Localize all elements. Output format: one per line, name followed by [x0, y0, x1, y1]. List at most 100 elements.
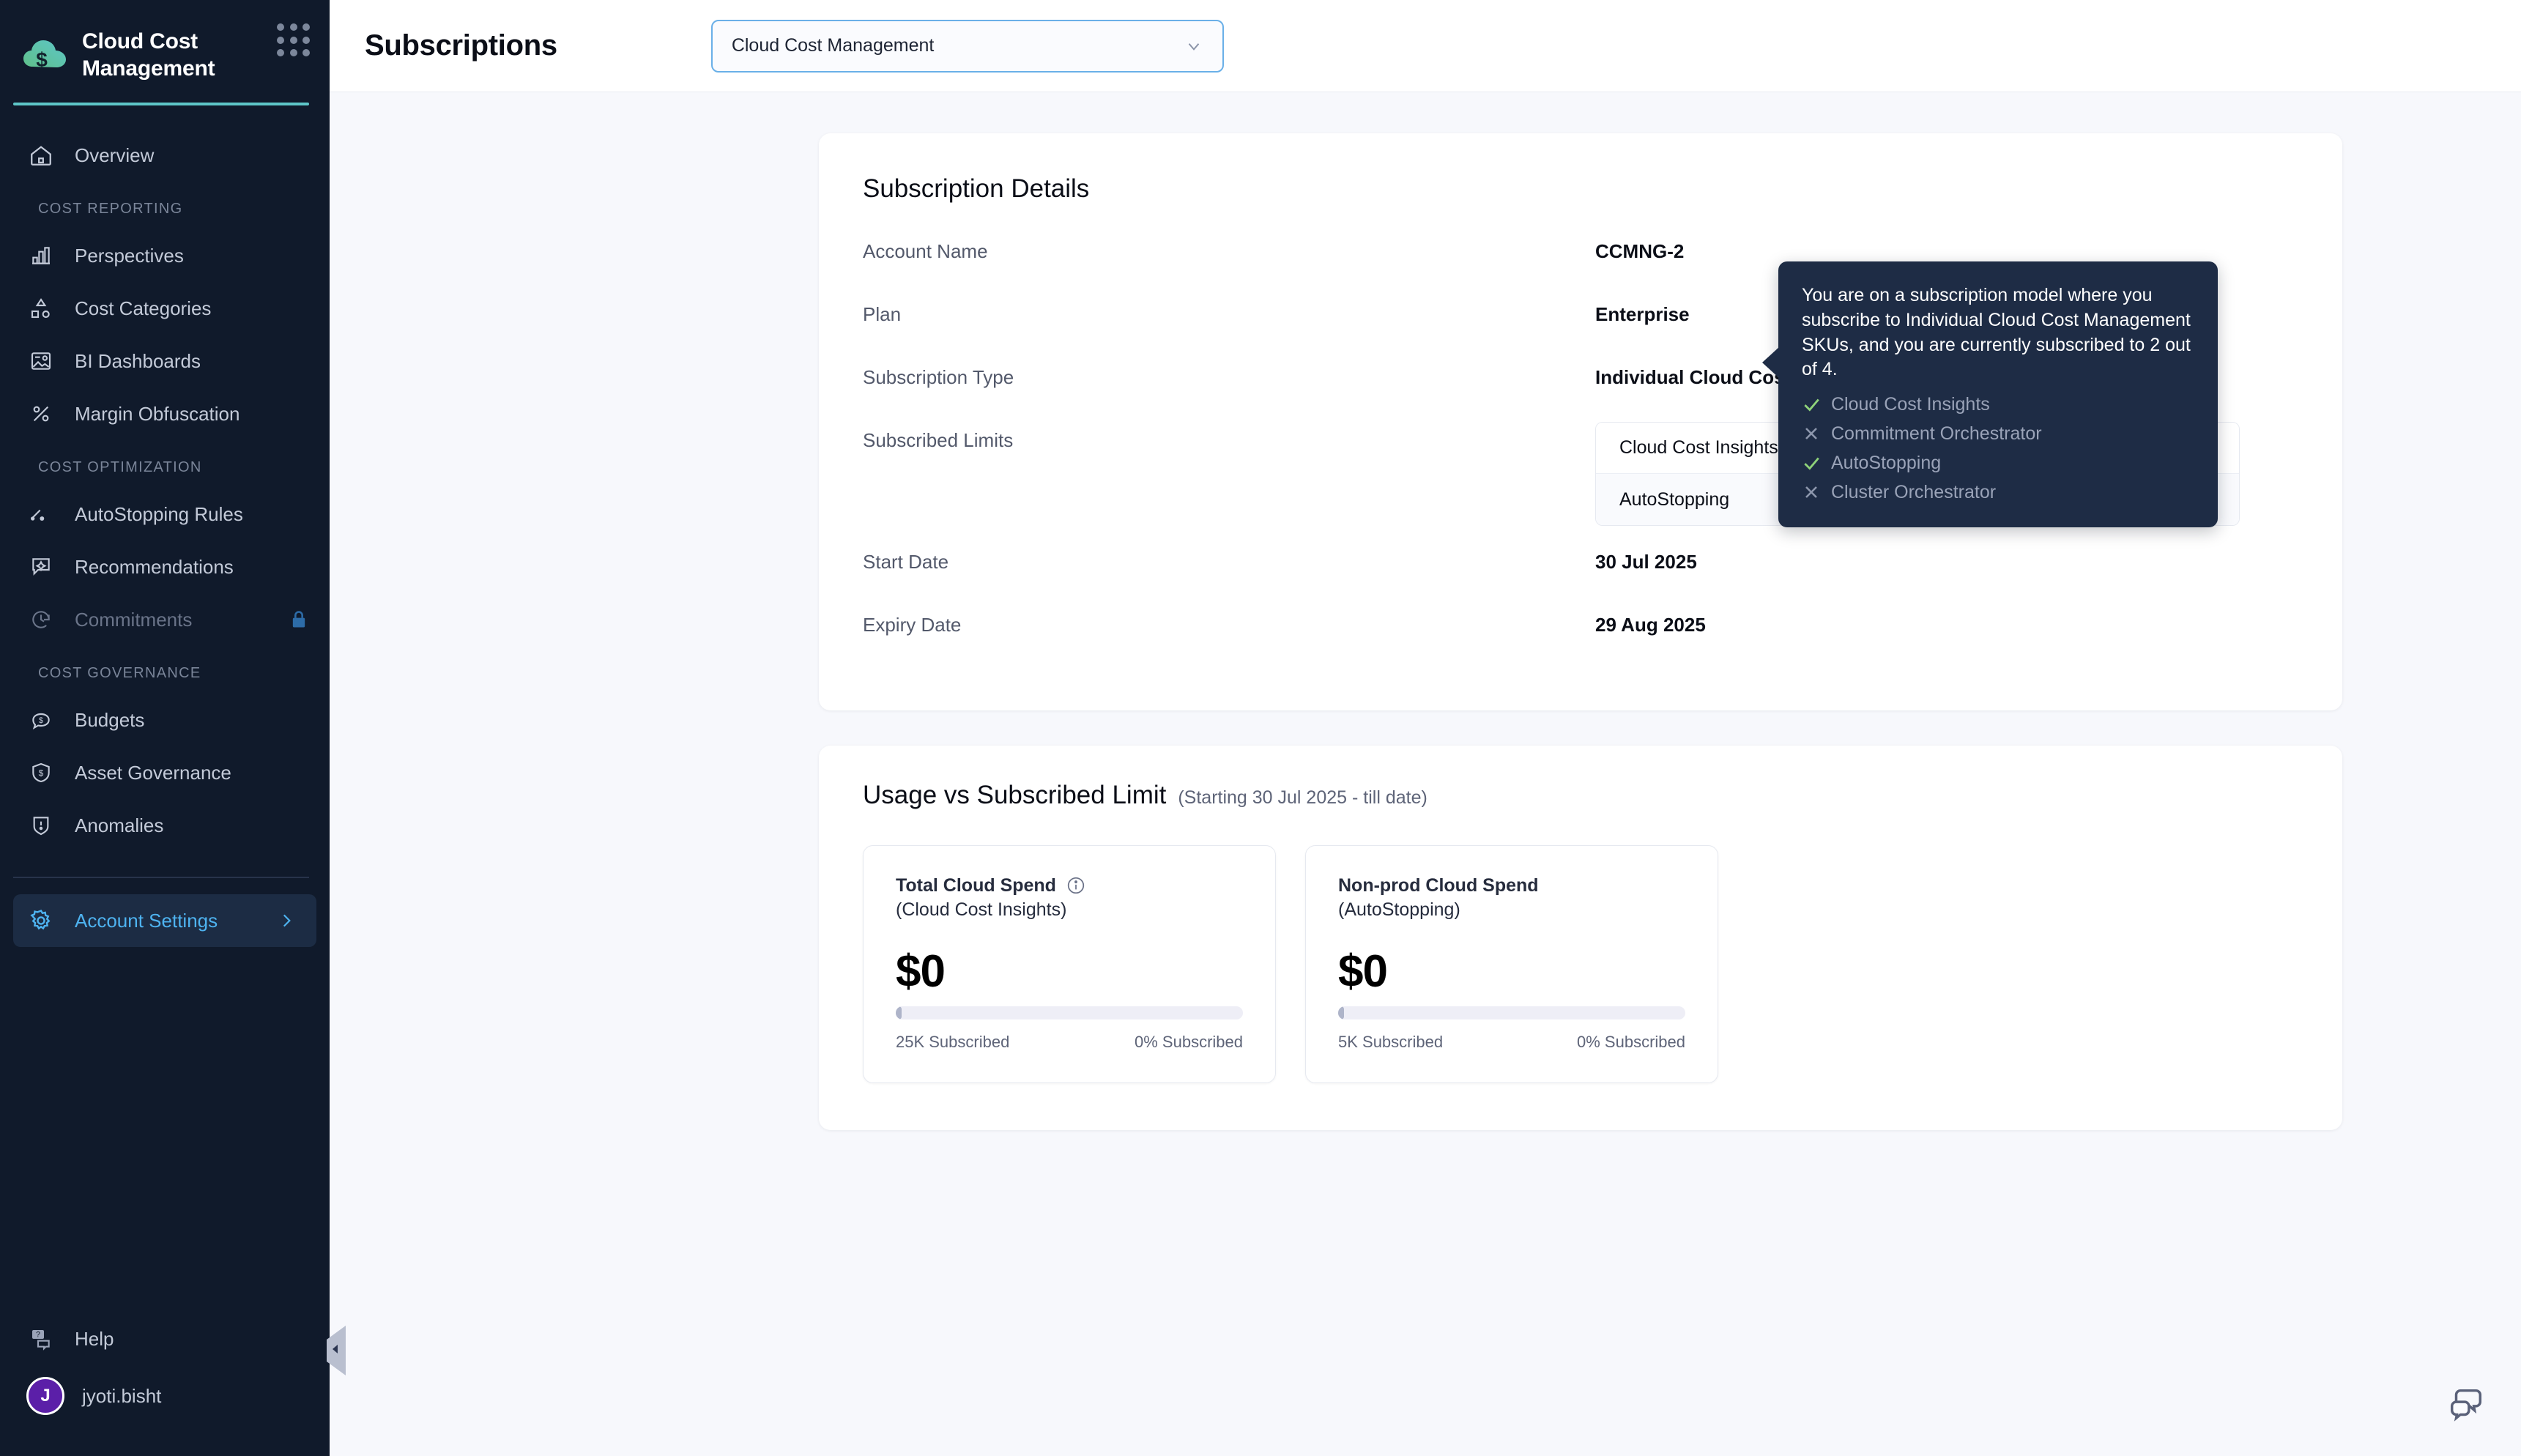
usage-metric-title-row: Non-prod Cloud Spend	[1338, 875, 1685, 896]
cross-icon	[1802, 424, 1821, 443]
usage-progress-legend: 5K Subscribed 0% Subscribed	[1338, 1033, 1685, 1052]
sidebar-item-account-settings[interactable]: Account Settings	[13, 894, 316, 947]
svg-text:$: $	[39, 768, 44, 779]
card-title: Subscription Details	[863, 174, 1090, 203]
sidebar-item-asset-governance[interactable]: $ Asset Governance	[0, 746, 330, 799]
sidebar-item-label: Overview	[75, 144, 155, 166]
sidebar-item-label: Cost Categories	[75, 297, 212, 319]
sidebar-section-cost-governance: COST GOVERNANCE	[38, 665, 201, 681]
sidebar-item-cost-categories[interactable]: Cost Categories	[0, 282, 330, 335]
usage-metric-title-row: Total Cloud Spend	[896, 875, 1243, 896]
dashboard-image-icon	[26, 346, 56, 376]
sidebar-item-label: Margin Obfuscation	[75, 402, 240, 425]
chat-support-icon[interactable]	[2446, 1384, 2486, 1424]
sidebar-item-overview[interactable]: Overview	[0, 129, 330, 182]
chevron-left-icon	[333, 1344, 340, 1358]
sidebar-item-anomalies[interactable]: Anomalies	[0, 799, 330, 852]
tooltip-sku-label: AutoStopping	[1831, 452, 1942, 473]
limit-sku: Cloud Cost Insights	[1619, 437, 1778, 458]
scope-select-value: Cloud Cost Management	[731, 35, 935, 56]
brand-divider	[13, 103, 309, 105]
apps-grid-icon[interactable]	[277, 23, 311, 57]
chevron-right-icon	[277, 911, 296, 930]
sidebar-item-label: Account Settings	[75, 909, 218, 932]
usage-title: Usage vs Subscribed Limit	[863, 781, 1167, 809]
sidebar-item-autostopping-rules[interactable]: AutoStopping Rules	[0, 488, 330, 541]
help-chat-icon: ?	[26, 1324, 56, 1353]
tooltip-sku-label: Cluster Orchestrator	[1831, 481, 1997, 502]
hierarchy-icon	[26, 294, 56, 323]
sidebar-item-label: Anomalies	[75, 814, 164, 836]
user-profile[interactable]: J jyoti.bisht	[0, 1365, 330, 1427]
home-icon	[26, 141, 56, 170]
sidebar-item-bi-dashboards[interactable]: BI Dashboards	[0, 335, 330, 387]
shield-dollar-icon: $	[26, 758, 56, 787]
svg-text:$: $	[39, 716, 43, 725]
detail-value: CCMNG-2	[1595, 240, 1685, 262]
sidebar-item-commitments[interactable]: Commitments	[0, 593, 330, 646]
sidebar-item-perspectives[interactable]: Perspectives	[0, 229, 330, 282]
usage-subtitle: (Starting 30 Jul 2025 - till date)	[1178, 787, 1427, 808]
percent-icon	[26, 399, 56, 428]
limit-sku: AutoStopping	[1619, 489, 1730, 510]
svg-text:$: $	[36, 48, 48, 71]
sidebar-item-label: Recommendations	[75, 555, 234, 578]
usage-metric-amount: $0	[896, 946, 946, 997]
usage-percent-label: 0% Subscribed	[1135, 1033, 1243, 1051]
detail-label: Account Name	[863, 240, 988, 262]
sidebar-footer: ? Help J jyoti.bisht	[0, 1312, 330, 1456]
tooltip-sku-item: AutoStopping	[1802, 448, 2194, 478]
usage-percent-label: 0% Subscribed	[1577, 1033, 1685, 1051]
subscription-type-tooltip: You are on a subscription model where yo…	[1762, 261, 2218, 527]
lock-icon	[289, 608, 309, 631]
usage-subscribed-label: 5K Subscribed	[1338, 1033, 1444, 1051]
usage-progress-fill	[1338, 1006, 1344, 1019]
usage-card-list: Total Cloud Spend (Cloud Cost Insights) …	[863, 845, 2298, 1083]
sidebar-item-budgets[interactable]: $ Budgets	[0, 694, 330, 746]
tooltip-sku-item: Cluster Orchestrator	[1802, 478, 2194, 507]
main-area: Subscriptions Cloud Cost Management Subs…	[330, 0, 2521, 1456]
detail-value: 30 Jul 2025	[1595, 551, 1697, 573]
tooltip-sku-label: Commitment Orchestrator	[1831, 423, 2042, 444]
usage-metric-amount: $0	[1338, 946, 1388, 997]
autostopping-icon	[26, 499, 56, 529]
gear-icon	[26, 906, 56, 935]
sidebar-item-margin-obfuscation[interactable]: Margin Obfuscation	[0, 387, 330, 440]
tooltip-sku-item: Commitment Orchestrator	[1802, 419, 2194, 448]
detail-value: 29 Aug 2025	[1595, 614, 1706, 636]
usage-metric-sku: (Cloud Cost Insights)	[896, 899, 1067, 920]
avatar: J	[26, 1377, 64, 1415]
sidebar-item-label: Perspectives	[75, 244, 184, 267]
info-icon[interactable]	[1066, 876, 1087, 896]
sidebar-section-cost-optimization: COST OPTIMIZATION	[38, 459, 202, 475]
tooltip-sku-item: Cloud Cost Insights	[1802, 390, 2194, 419]
page-title: Subscriptions	[365, 29, 557, 62]
sidebar-item-recommendations[interactable]: Recommendations	[0, 541, 330, 593]
detail-row-account-name: Account Name CCMNG-2	[863, 236, 2298, 299]
usage-progress-fill	[896, 1006, 902, 1019]
bar-chart-icon	[26, 241, 56, 270]
usage-metric-card-total-cloud-spend: Total Cloud Spend (Cloud Cost Insights) …	[863, 845, 1276, 1083]
sidebar-divider	[13, 877, 309, 878]
sidebar-item-label: Help	[75, 1327, 114, 1350]
sidebar-item-label: Commitments	[75, 608, 193, 631]
check-icon	[1802, 395, 1821, 414]
detail-row-start-date: Start Date 30 Jul 2025	[863, 546, 2298, 609]
detail-label: Subscription Type	[863, 366, 1014, 388]
usage-progress-bar	[1338, 1006, 1685, 1019]
usage-progress-bar	[896, 1006, 1243, 1019]
sidebar-item-help[interactable]: ? Help	[0, 1312, 330, 1365]
usage-metric-title: Non-prod Cloud Spend	[1338, 875, 1539, 896]
tooltip-sku-list: Cloud Cost Insights Commitment Orchestra…	[1802, 390, 2194, 507]
tooltip-sku-label: Cloud Cost Insights	[1831, 393, 1990, 415]
detail-label: Start Date	[863, 551, 949, 573]
scope-select[interactable]: Cloud Cost Management	[710, 19, 1224, 73]
svg-text:?: ?	[36, 1330, 40, 1339]
recommendation-bulb-icon	[26, 552, 56, 582]
user-name: jyoti.bisht	[82, 1384, 162, 1407]
sidebar-section-cost-reporting: COST REPORTING	[38, 201, 183, 217]
sidebar-item-label: Asset Governance	[75, 761, 231, 784]
usage-header: Usage vs Subscribed Limit (Starting 30 J…	[863, 781, 2298, 810]
detail-row-expiry-date: Expiry Date 29 Aug 2025	[863, 609, 2298, 672]
